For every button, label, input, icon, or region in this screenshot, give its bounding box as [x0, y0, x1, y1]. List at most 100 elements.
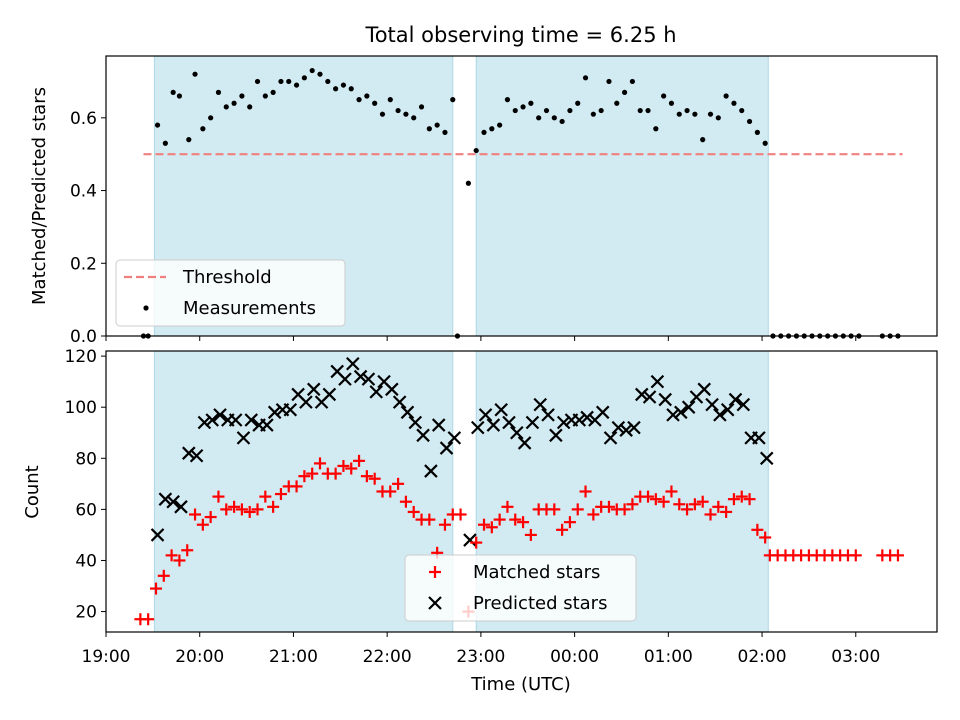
matched-point — [454, 508, 467, 521]
predicted-point — [650, 374, 665, 389]
matched-point — [196, 518, 209, 531]
measurement-point — [520, 104, 526, 110]
measurement-point — [762, 140, 768, 146]
measurement-point — [684, 107, 690, 114]
matched-point — [704, 508, 717, 521]
measurement-point — [661, 93, 667, 99]
measurement-point — [372, 100, 378, 106]
bottom-legend-box — [404, 554, 637, 622]
matched-point — [517, 516, 530, 529]
y-tick-label: 0.4 — [70, 182, 97, 202]
matched-point — [267, 500, 280, 513]
matched-point — [353, 454, 366, 467]
predicted-point — [197, 415, 212, 430]
measurement-point — [598, 107, 604, 114]
predicted-point — [525, 415, 540, 430]
y-tick-label: 20 — [75, 603, 97, 623]
measurement-point — [215, 89, 222, 95]
top-legend: Threshold Measurements — [115, 259, 346, 327]
matched-series — [134, 454, 904, 626]
predicted-point — [603, 431, 618, 445]
predicted-point — [697, 382, 712, 397]
predicted-point — [541, 408, 555, 422]
measurement-point — [317, 71, 323, 77]
matched-point — [337, 459, 350, 472]
matched-point — [368, 472, 381, 485]
measurement-point — [606, 78, 612, 85]
measurement-point — [162, 140, 168, 146]
x-tick-label: 22:00 — [363, 647, 412, 667]
x-tick-label: 01:00 — [644, 647, 693, 667]
matched-point — [212, 490, 225, 503]
measurement-point — [270, 89, 276, 95]
predicted-point — [549, 428, 563, 443]
matched-point — [228, 500, 241, 513]
measurement-point — [551, 115, 557, 121]
matched-point — [891, 549, 904, 562]
matched-point — [657, 495, 670, 508]
measurement-point — [543, 107, 550, 114]
measurement-point — [481, 129, 487, 135]
measurement-point — [364, 93, 370, 99]
matched-point — [345, 462, 358, 475]
matched-point — [673, 498, 686, 511]
measurement-point — [559, 118, 565, 125]
matched-point — [759, 531, 772, 544]
measurement-point — [239, 93, 245, 99]
predicted-point — [619, 423, 633, 437]
measurement-point — [170, 89, 176, 95]
predicted-point — [752, 431, 766, 445]
predicted-point — [260, 418, 274, 432]
predicted-point — [228, 413, 243, 427]
top-legend-box — [115, 259, 346, 327]
predicted-point — [681, 400, 696, 414]
measurement-point — [208, 115, 214, 121]
matched-point — [485, 521, 498, 534]
measurement-point — [700, 137, 706, 143]
predicted-point — [361, 372, 376, 386]
matched-point — [329, 467, 342, 480]
predicted-point — [728, 392, 743, 407]
predicted-point — [267, 405, 282, 420]
measurement-point — [186, 137, 192, 143]
predicted-point — [642, 390, 657, 404]
matched-point — [509, 513, 522, 526]
measurement-point — [247, 104, 253, 110]
measurement-point — [645, 107, 651, 114]
measurement-point — [676, 111, 682, 117]
matched-point — [743, 493, 756, 506]
measurement-point — [200, 126, 206, 132]
measurement-point — [590, 111, 596, 117]
predicted-point — [478, 408, 493, 422]
predicted-point — [510, 425, 524, 440]
predicted-point — [338, 372, 352, 386]
matched-point — [298, 470, 311, 483]
x-tick-label: 19:00 — [82, 647, 131, 667]
matched-point — [626, 498, 639, 511]
predicted-point — [611, 420, 626, 435]
measurement-point — [621, 89, 628, 95]
measurement-point — [434, 122, 440, 128]
predicted-point — [189, 448, 204, 463]
predicted-point — [572, 413, 587, 427]
predicted-point — [666, 408, 680, 422]
matched-point — [384, 485, 397, 498]
measurement-point — [497, 122, 503, 128]
measurement-point — [333, 86, 339, 92]
matched-point — [665, 485, 678, 498]
matched-point — [696, 495, 709, 508]
x-tick-label: 02:00 — [738, 647, 787, 667]
predicted-point — [658, 392, 672, 407]
top-panel: 0.0 0.2 0.4 0.6 Matched/Predicted stars Thr… — [29, 55, 938, 347]
matched-point — [407, 505, 420, 518]
matched-point — [290, 480, 303, 493]
matched-point — [712, 500, 725, 513]
top-gridless-ticks: 0.0 0.2 0.4 0.6 — [70, 109, 106, 347]
measurement-point — [301, 75, 307, 81]
predicted-point — [627, 420, 641, 435]
matched-point — [727, 493, 740, 506]
measurement-point — [739, 107, 745, 114]
predicted-point — [385, 382, 399, 397]
matched-point — [173, 554, 186, 567]
predicted-point — [439, 441, 454, 455]
